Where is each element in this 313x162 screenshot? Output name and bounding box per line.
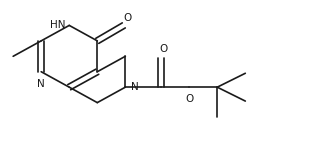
Text: O: O [185, 94, 193, 104]
Text: HN: HN [50, 20, 65, 30]
Text: N: N [131, 82, 139, 92]
Text: N: N [37, 79, 44, 88]
Text: O: O [123, 13, 132, 23]
Text: O: O [160, 44, 168, 54]
